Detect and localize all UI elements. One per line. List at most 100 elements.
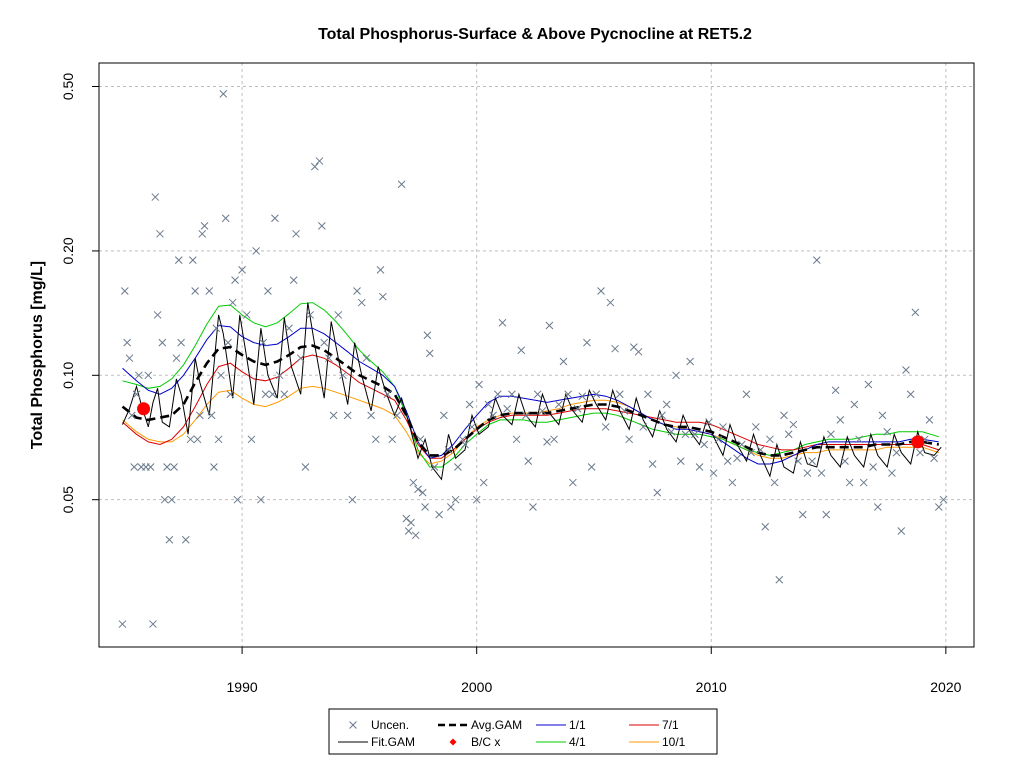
grid-lines [99, 63, 974, 647]
data-point [310, 162, 319, 171]
data-point [458, 435, 467, 444]
data-point [334, 311, 343, 319]
data-point [320, 338, 329, 347]
data-point [461, 440, 469, 449]
data-point [517, 346, 526, 355]
data-point [167, 495, 176, 504]
data-point [775, 575, 784, 584]
legend-item-s11: 1/1 [536, 718, 586, 732]
data-point [906, 390, 915, 399]
x-axis: 1990 2000 2010 2020 [227, 647, 962, 695]
data-point [275, 371, 284, 380]
series-line-avg-gam [121, 344, 940, 457]
data-point [465, 400, 474, 409]
data-point [672, 371, 680, 380]
data-point [226, 390, 235, 399]
data-point [212, 324, 221, 333]
data-point [404, 527, 413, 535]
data-point [339, 371, 347, 380]
data-point [719, 423, 727, 431]
x-tick-label: 2020 [930, 679, 961, 695]
data-point [845, 478, 854, 487]
legend-label-s71: 7/1 [662, 718, 679, 732]
chart-title: Total Phosphorus-Surface & Above Pycnocl… [318, 26, 752, 43]
data-point [205, 287, 214, 295]
data-point [160, 495, 169, 504]
legend-label-fit: Fit.GAM [371, 735, 415, 749]
data-point [172, 354, 181, 363]
legend-item-fit: Fit.GAM [338, 735, 415, 749]
data-point [873, 503, 882, 511]
data-point [695, 463, 704, 471]
data-point [498, 318, 507, 327]
data-point [165, 535, 174, 544]
data-point [822, 510, 831, 519]
data-point [397, 180, 406, 189]
data-point [418, 488, 427, 497]
data-point [625, 435, 634, 444]
data-point [118, 620, 127, 628]
data-point [573, 404, 582, 413]
data-point [648, 460, 657, 468]
data-point [357, 298, 366, 307]
data-point [416, 435, 425, 444]
data-point [219, 89, 228, 98]
data-point [524, 457, 533, 465]
data-point [789, 420, 798, 429]
data-point [489, 411, 497, 420]
data-point [343, 411, 352, 420]
data-point [747, 448, 755, 457]
data-point [193, 435, 202, 444]
data-point [264, 287, 272, 295]
data-point [484, 400, 493, 409]
x-tick-label: 1990 [227, 679, 258, 695]
data-point [261, 390, 270, 399]
data-point [224, 338, 232, 347]
data-point [533, 390, 542, 399]
data-point [271, 214, 279, 223]
data-point [705, 418, 713, 427]
data-point [156, 229, 164, 238]
data-point [177, 338, 185, 347]
data-point [376, 265, 385, 274]
data-point [925, 416, 934, 424]
data-point [153, 311, 162, 319]
data-point [611, 344, 619, 353]
series-line-10-1 [122, 385, 939, 465]
data-point [714, 435, 723, 444]
bc-point [137, 402, 151, 416]
data-point [587, 463, 596, 471]
legend-item-s71: 7/1 [629, 718, 679, 732]
data-point [257, 495, 265, 504]
data-point [503, 404, 512, 413]
data-point [444, 446, 453, 454]
data-point [285, 324, 293, 333]
data-point [120, 287, 129, 295]
data-point [817, 469, 826, 477]
data-point [123, 338, 132, 347]
data-point [709, 469, 718, 477]
y-axis-label: Total Phosphorus [mg/L] [29, 261, 46, 449]
y-tick-label: 0.20 [60, 237, 76, 264]
data-point [301, 463, 310, 471]
data-point [855, 435, 863, 444]
data-point [414, 485, 422, 494]
data-point [559, 357, 568, 366]
data-point [827, 430, 835, 439]
y-tick-label: 0.50 [60, 73, 76, 100]
data-point [756, 446, 765, 454]
data-point [393, 411, 401, 420]
legend-label-s41: 4/1 [569, 735, 586, 749]
data-point [242, 311, 251, 319]
data-point [864, 380, 873, 389]
data-point [238, 265, 246, 274]
data-point [348, 495, 357, 504]
data-point [231, 276, 239, 284]
series-line-7-1 [122, 354, 939, 459]
data-point [362, 354, 371, 363]
data-point [217, 371, 225, 380]
data-point [808, 457, 816, 465]
x-tick-label: 2000 [461, 679, 492, 695]
x-tick-label: 2010 [696, 679, 727, 695]
